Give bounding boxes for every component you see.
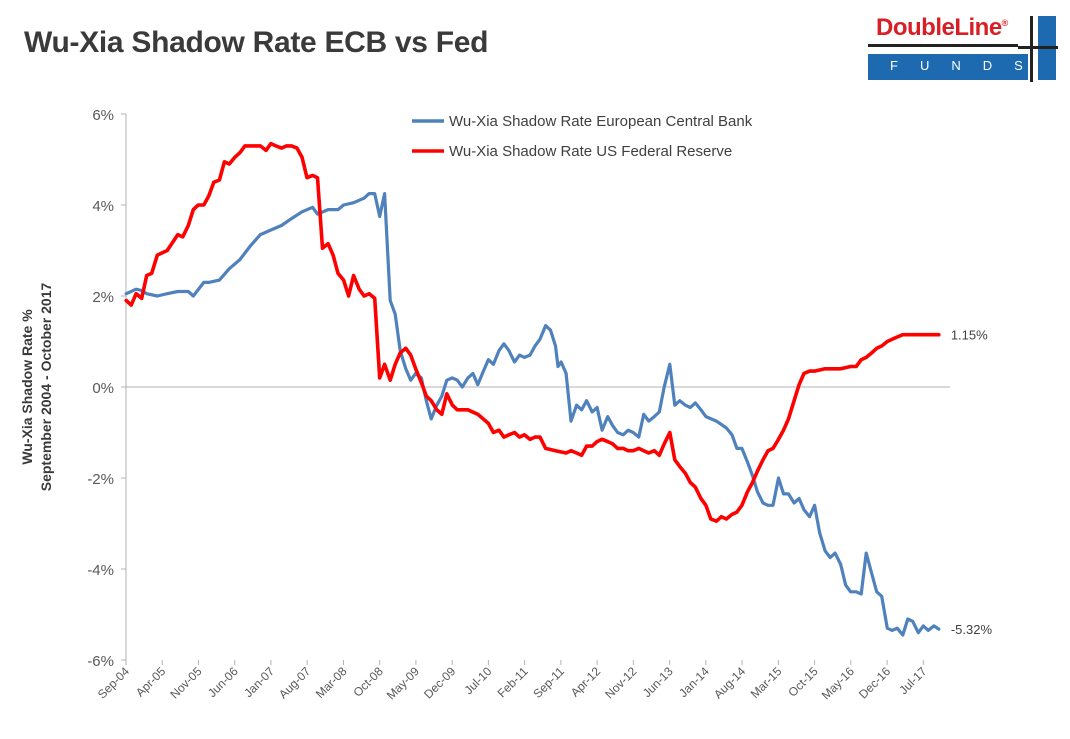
legend-label: Wu-Xia Shadow Rate US Federal Reserve <box>449 143 732 160</box>
logo-brand-text: DoubleLine® <box>876 14 1008 41</box>
x-tick-label: Dec-09 <box>421 664 458 701</box>
x-tick-label: Mar-15 <box>748 664 785 701</box>
series-end-label: 1.15% <box>951 328 988 343</box>
logo-band <box>868 54 1028 80</box>
x-tick-label: Jul-17 <box>896 664 929 697</box>
x-tick-label: Aug-07 <box>276 664 313 701</box>
x-tick-label: Jun-06 <box>205 664 241 700</box>
y-tick-label: 0% <box>92 380 114 397</box>
x-tick-label: Aug-14 <box>711 664 748 701</box>
x-tick-label: Nov-05 <box>167 664 204 701</box>
y-tick-label: -4% <box>87 562 114 579</box>
x-tick-label: Apr-05 <box>133 664 169 700</box>
legend-label: Wu-Xia Shadow Rate European Central Bank <box>449 113 753 130</box>
x-tick-label: May-16 <box>819 664 857 702</box>
x-tick-label: Nov-12 <box>602 664 639 701</box>
logo-rule-cross <box>1018 46 1058 49</box>
x-tick-label: Jul-10 <box>462 664 495 697</box>
x-tick-label: Apr-12 <box>568 664 604 700</box>
x-tick-label: May-09 <box>384 664 422 702</box>
x-tick-label: Sep-11 <box>530 664 567 701</box>
logo-rule-vertical <box>1030 16 1033 82</box>
y-axis-title: Wu-Xia Shadow Rate % September 2004 - Oct… <box>19 283 54 492</box>
y-tick-label: 6% <box>92 107 114 124</box>
y-axis-title-line1: Wu-Xia Shadow Rate % <box>19 309 35 465</box>
y-tick-label: -2% <box>87 471 114 488</box>
x-tick-label: Jan-14 <box>676 664 712 700</box>
y-axis: 6% 4% 2% 0% -2% -4% -6% <box>87 107 950 670</box>
y-axis-title-line2: September 2004 - October 2017 <box>38 283 54 492</box>
fed-series-line <box>124 141 941 523</box>
ecb-series-line <box>124 192 941 637</box>
doubleline-logo: DoubleLine® FUNDS <box>868 12 1058 82</box>
logo-rule-horizontal <box>868 44 1018 47</box>
y-tick-label: 4% <box>92 198 114 215</box>
x-tick-label: Oct-08 <box>350 664 386 700</box>
x-tick-label: Feb-11 <box>495 664 531 700</box>
y-tick-label: -6% <box>87 653 114 670</box>
series-layer: -5.32% 1.15% <box>124 141 993 637</box>
x-tick-label: Jan-07 <box>241 664 277 700</box>
logo-funds-text: FUNDS <box>890 58 1045 73</box>
x-tick-label: Jun-13 <box>640 664 676 700</box>
series-end-label: -5.32% <box>951 622 993 637</box>
y-tick-label: 2% <box>92 289 114 306</box>
x-tick-label: Mar-08 <box>313 664 350 701</box>
page-title: Wu-Xia Shadow Rate ECB vs Fed <box>24 26 489 59</box>
legend: Wu-Xia Shadow Rate European Central Bank… <box>412 113 753 160</box>
x-tick-label: Oct-15 <box>785 664 821 700</box>
x-tick-label: Dec-16 <box>856 664 893 701</box>
